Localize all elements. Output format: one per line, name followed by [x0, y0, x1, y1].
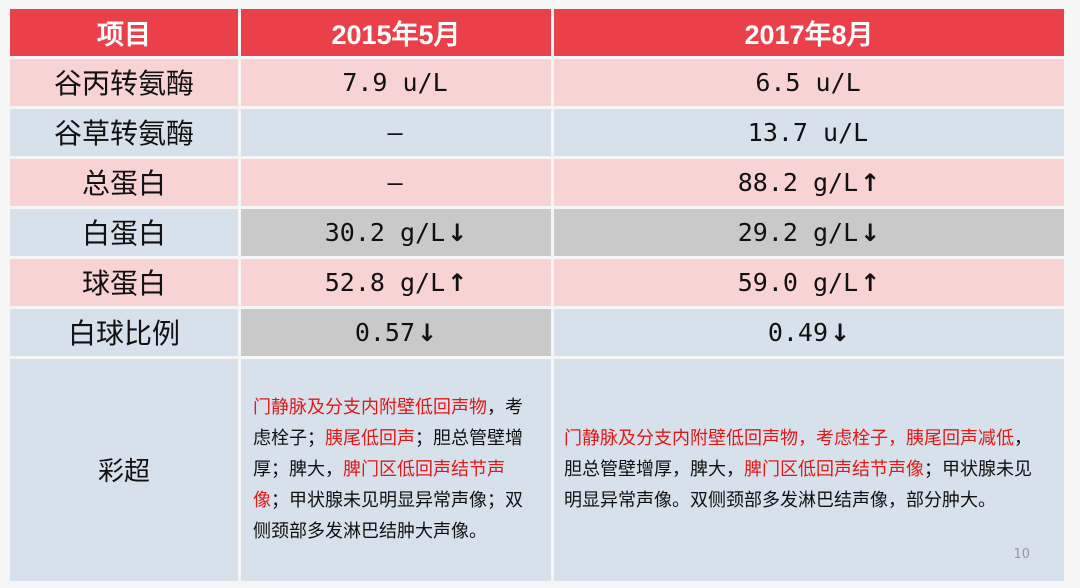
down-arrow-icon: ↓: [830, 318, 851, 347]
up-arrow-icon: ↑: [860, 268, 881, 297]
row-item-label: 白球比例: [10, 308, 238, 356]
row-value-2017: 0.49↓: [554, 308, 1064, 356]
down-arrow-icon: ↓: [417, 318, 438, 347]
header-item: 项目: [10, 9, 238, 56]
lab-results-table: 项目 2015年5月 2017年8月 谷丙转氨酶 7.9 u/L 6.5 u/L…: [7, 6, 1067, 584]
row-value-2017: 88.2 g/L↑: [554, 158, 1064, 206]
row-value-2017: 13.7 u/L: [554, 108, 1064, 156]
row-item-label: 总蛋白: [10, 158, 238, 206]
table-row-globulin: 球蛋白 52.8 g/L↑ 59.0 g/L↑: [10, 258, 1064, 306]
row-value-2017: 29.2 g/L↓: [554, 208, 1064, 256]
row-item-label: 谷草转氨酶: [10, 108, 238, 156]
row-value-2015: 7.9 u/L: [241, 58, 551, 106]
row-value-2015: 30.2 g/L↓: [241, 208, 551, 256]
row-value-2015: 0.57↓: [241, 308, 551, 356]
page-number: 10: [1013, 547, 1030, 562]
table-row-albumin: 白蛋白 30.2 g/L↓ 29.2 g/L↓: [10, 208, 1064, 256]
ultrasound-text-2017: 门静脉及分支内附壁低回声物，考虑栓子，胰尾回声减低，胆总管壁增厚，脾大，脾门区低…: [554, 358, 1064, 581]
header-2015-may: 2015年5月: [241, 9, 551, 56]
down-arrow-icon: ↓: [447, 218, 468, 247]
table-row-ag-ratio: 白球比例 0.57↓ 0.49↓: [10, 308, 1064, 356]
row-value-2017: 6.5 u/L: [554, 58, 1064, 106]
down-arrow-icon: ↓: [860, 218, 881, 247]
table-row-ast: 谷草转氨酶 – 13.7 u/L: [10, 108, 1064, 156]
row-value-2015: 52.8 g/L↑: [241, 258, 551, 306]
up-arrow-icon: ↑: [447, 268, 468, 297]
ultrasound-label: 彩超: [10, 358, 238, 581]
row-item-label: 球蛋白: [10, 258, 238, 306]
table-row-ultrasound: 彩超 门静脉及分支内附壁低回声物，考虑栓子；胰尾低回声；胆总管壁增厚；脾大，脾门…: [10, 358, 1064, 581]
row-value-2017: 59.0 g/L↑: [554, 258, 1064, 306]
up-arrow-icon: ↑: [860, 168, 881, 197]
table-header-row: 项目 2015年5月 2017年8月: [10, 9, 1064, 56]
table-row-alt: 谷丙转氨酶 7.9 u/L 6.5 u/L: [10, 58, 1064, 106]
row-value-2015: –: [241, 108, 551, 156]
row-item-label: 白蛋白: [10, 208, 238, 256]
ultrasound-text-2015: 门静脉及分支内附壁低回声物，考虑栓子；胰尾低回声；胆总管壁增厚；脾大，脾门区低回…: [241, 358, 551, 581]
table-row-total-protein: 总蛋白 – 88.2 g/L↑: [10, 158, 1064, 206]
row-item-label: 谷丙转氨酶: [10, 58, 238, 106]
row-value-2015: –: [241, 158, 551, 206]
header-2017-aug: 2017年8月: [554, 9, 1064, 56]
